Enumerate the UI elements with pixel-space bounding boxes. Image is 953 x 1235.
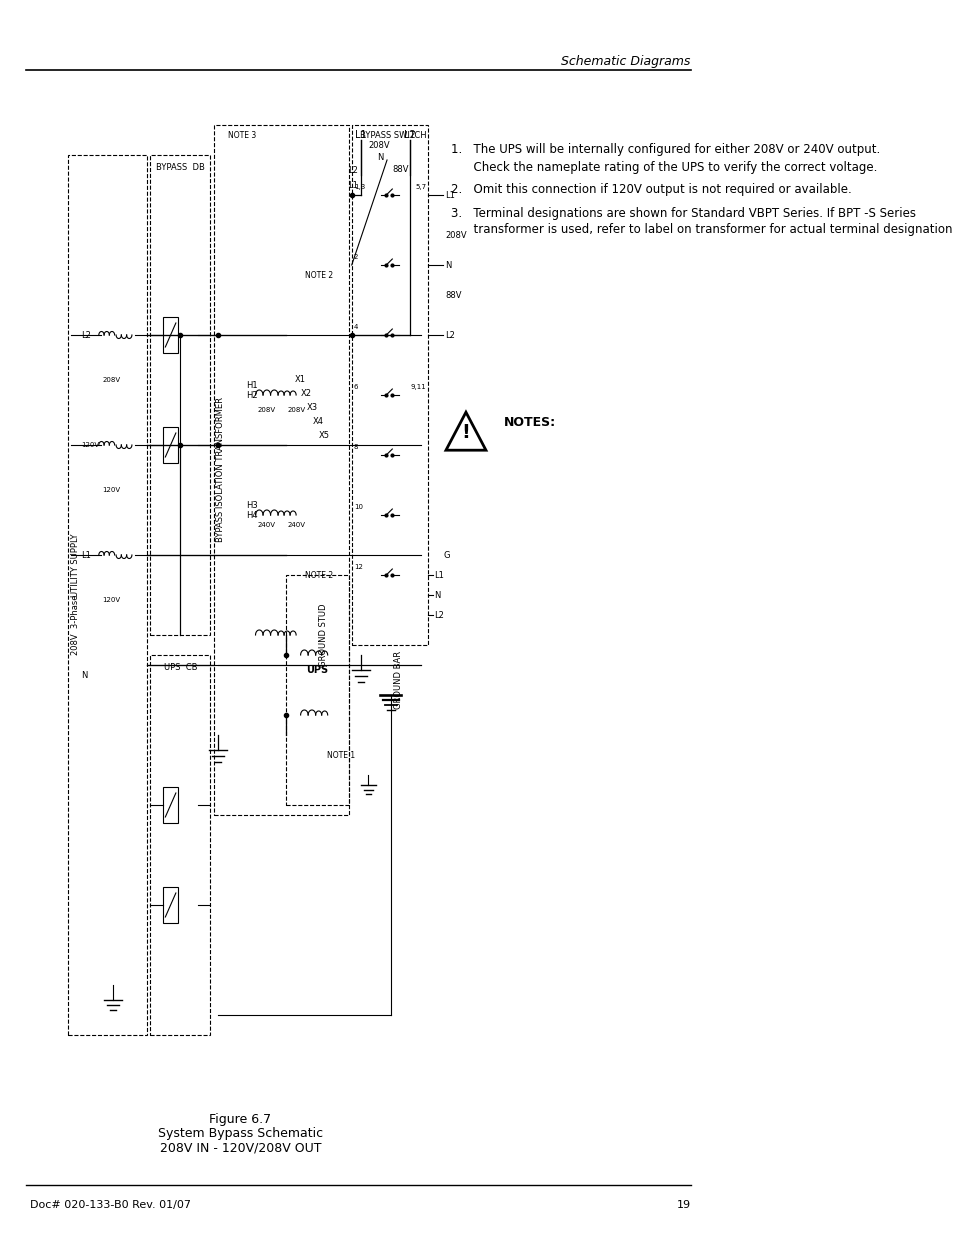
Text: 208V IN - 120V/208V OUT: 208V IN - 120V/208V OUT: [159, 1141, 321, 1155]
Text: NOTE 3: NOTE 3: [228, 131, 255, 140]
Text: L2: L2: [348, 165, 357, 175]
Bar: [68, 156, 147, 1035]
Text: H1: H1: [246, 380, 257, 389]
Text: Schematic Diagrams: Schematic Diagrams: [560, 56, 690, 68]
Text: L1: L1: [348, 182, 357, 190]
Text: GROUND STUD: GROUND STUD: [318, 603, 327, 667]
Text: 12: 12: [354, 564, 362, 571]
Text: L1: L1: [81, 551, 91, 559]
Text: 240V: 240V: [257, 522, 275, 529]
Bar: [163, 787, 178, 823]
Text: X1: X1: [294, 375, 306, 384]
Text: 120V: 120V: [102, 597, 120, 603]
Text: UPS: UPS: [306, 664, 328, 676]
Text: !: !: [461, 424, 470, 442]
Text: L1: L1: [444, 190, 455, 200]
Text: L2: L2: [444, 331, 455, 340]
Text: L1: L1: [355, 130, 366, 140]
Text: 19: 19: [677, 1200, 691, 1210]
Bar: [163, 887, 178, 923]
Bar: [214, 125, 349, 815]
Text: 208V: 208V: [257, 408, 275, 412]
Text: N: N: [434, 590, 440, 599]
Text: transformer is used, refer to label on transformer for actual terminal designati: transformer is used, refer to label on t…: [451, 224, 953, 236]
Text: 4: 4: [354, 324, 358, 330]
Text: 1,3: 1,3: [354, 184, 365, 190]
Bar: [163, 317, 178, 353]
Text: 208V: 208V: [102, 377, 120, 383]
Text: NOTES:: NOTES:: [503, 416, 555, 430]
Text: H4: H4: [246, 510, 257, 520]
Text: H3: H3: [246, 500, 257, 510]
Text: 2: 2: [354, 254, 358, 261]
Bar: [163, 427, 178, 463]
Text: 8: 8: [354, 445, 358, 450]
Text: Check the nameplate rating of the UPS to verify the correct voltage.: Check the nameplate rating of the UPS to…: [451, 161, 877, 173]
Text: UPS  CB: UPS CB: [164, 662, 197, 672]
Text: BYPASS ISOLATION TRANSFORMER: BYPASS ISOLATION TRANSFORMER: [215, 398, 225, 542]
Text: System Bypass Schematic: System Bypass Schematic: [158, 1128, 323, 1140]
Text: 240V: 240V: [288, 522, 306, 529]
Text: X4: X4: [313, 416, 324, 426]
Text: H2: H2: [246, 390, 257, 399]
Text: 208V: 208V: [288, 408, 306, 412]
Text: X3: X3: [307, 403, 318, 411]
Text: 10: 10: [354, 504, 362, 510]
Text: L2: L2: [434, 610, 444, 620]
Text: 9,11: 9,11: [410, 384, 426, 390]
Text: L2: L2: [403, 130, 416, 140]
Text: 2.   Omit this connection if 120V output is not required or available.: 2. Omit this connection if 120V output i…: [451, 184, 851, 196]
Text: X5: X5: [319, 431, 330, 440]
Text: X2: X2: [301, 389, 312, 398]
Text: GROUND BAR: GROUND BAR: [394, 651, 402, 709]
Text: 88V: 88V: [392, 165, 409, 174]
Text: BYPASS  DB: BYPASS DB: [155, 163, 205, 172]
Text: UTILITY SUPPLY: UTILITY SUPPLY: [71, 534, 79, 597]
Text: 5,7: 5,7: [415, 184, 426, 190]
Text: 88V: 88V: [444, 290, 461, 300]
Text: 3.   Terminal designations are shown for Standard VBPT Series. If BPT -S Series: 3. Terminal designations are shown for S…: [451, 206, 915, 220]
Bar: [352, 125, 428, 645]
Text: 1.   The UPS will be internally configured for either 208V or 240V output.: 1. The UPS will be internally configured…: [451, 143, 880, 157]
Bar: [151, 156, 211, 635]
Text: Doc# 020-133-B0 Rev. 01/07: Doc# 020-133-B0 Rev. 01/07: [30, 1200, 191, 1210]
Text: NOTE 1: NOTE 1: [327, 751, 355, 760]
Text: 120V: 120V: [81, 442, 99, 448]
Text: 120V: 120V: [102, 487, 120, 493]
Text: 208V  3-Phase: 208V 3-Phase: [71, 595, 79, 656]
Text: 208V: 208V: [444, 231, 466, 240]
Text: L1: L1: [434, 571, 444, 579]
Text: G: G: [443, 551, 450, 559]
Text: NOTE 2: NOTE 2: [305, 571, 334, 579]
Bar: [151, 655, 211, 1035]
Text: NOTE 2: NOTE 2: [305, 270, 334, 279]
Bar: [285, 576, 349, 805]
Text: N: N: [81, 671, 88, 679]
Text: N: N: [376, 152, 383, 162]
Text: 208V: 208V: [368, 141, 390, 149]
Text: BYPASS SWITCH: BYPASS SWITCH: [360, 131, 427, 140]
Text: N: N: [444, 261, 451, 269]
Text: L2: L2: [81, 331, 91, 340]
Text: Figure 6.7: Figure 6.7: [210, 1114, 272, 1126]
Text: 6: 6: [354, 384, 358, 390]
